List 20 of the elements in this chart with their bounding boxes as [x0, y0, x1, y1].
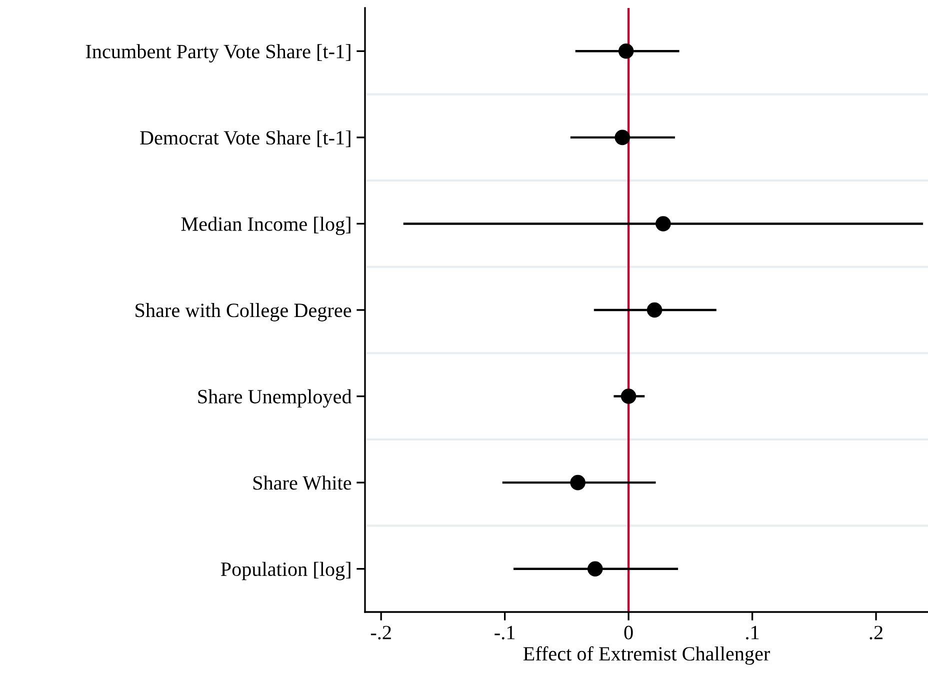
- y-tick-label: Share Unemployed: [198, 389, 352, 408]
- x-tick-label: .2: [870, 626, 882, 640]
- point: [646, 302, 662, 318]
- point: [614, 130, 630, 146]
- y-tick-label: Incumbent Party Vote Share [t-1]: [86, 44, 350, 62]
- y-tick-label: Share with College Degree: [136, 303, 352, 322]
- point: [656, 216, 671, 232]
- x-axis-title: Effect of Extremist Challenger: [523, 646, 770, 665]
- y-tick-label: Population [log]: [220, 562, 350, 580]
- point: [618, 44, 634, 59]
- x-tick-label: 0: [624, 626, 633, 640]
- y-tick-label: Median Income [log]: [181, 216, 350, 236]
- point: [570, 474, 586, 490]
- x-tick-label: -.2: [370, 626, 391, 640]
- point: [620, 388, 636, 404]
- y-tick-label: Share White: [253, 476, 352, 490]
- x-tick-label: -.1: [494, 626, 515, 640]
- x-tick-label: .1: [746, 626, 759, 640]
- y-tick-label: Democrat Vote Share [t-1]: [140, 130, 350, 148]
- point: [588, 561, 603, 576]
